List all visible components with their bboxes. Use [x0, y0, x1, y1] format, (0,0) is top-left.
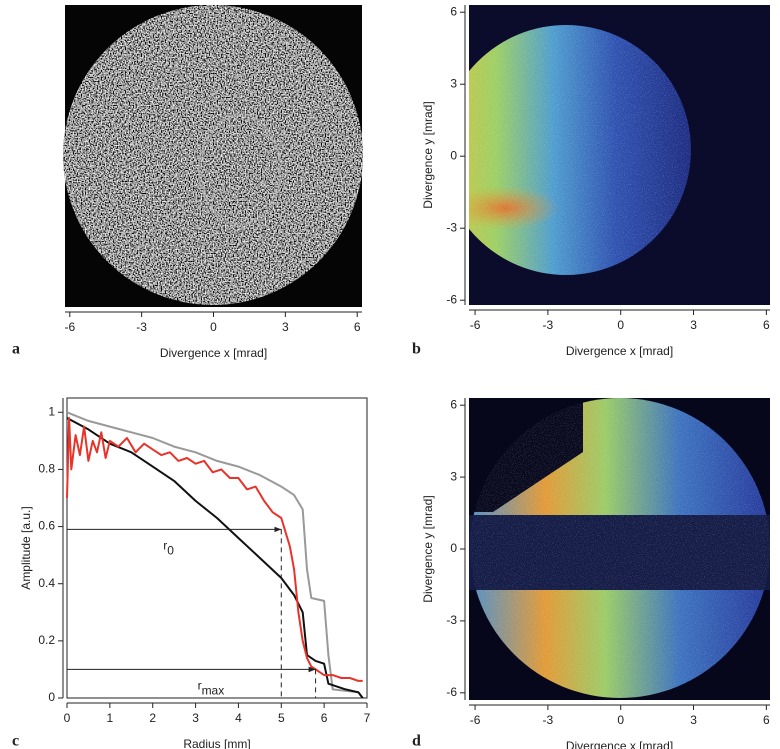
panel-letter: b — [412, 341, 421, 358]
y-tick-label: 0 — [450, 541, 457, 555]
x-tick-label: -3 — [543, 318, 554, 332]
x-tick-label: 1 — [107, 711, 114, 725]
line — [66, 417, 364, 699]
image-b — [469, 5, 770, 305]
x-axis-label: Radius [mm] — [183, 737, 250, 749]
x-tick-label: 4 — [235, 711, 242, 725]
y-axis-label: Amplitude [a.u.] — [19, 506, 33, 589]
y-axis-label: Divergence y [mrad] — [421, 101, 435, 208]
annotation-subscript: max — [202, 684, 225, 698]
x-tick-label: -3 — [543, 713, 554, 727]
y-tick-label: 6 — [450, 4, 457, 18]
y-tick-label: 0.2 — [38, 633, 55, 647]
image-a — [63, 5, 363, 307]
panel-letter: a — [12, 341, 20, 358]
y-tick-label: -3 — [446, 613, 457, 627]
x-tick-label: 6 — [763, 318, 770, 332]
annotation: r0 — [163, 539, 174, 558]
annotation-label: r — [198, 679, 202, 693]
x-tick-label: 0 — [210, 320, 217, 334]
x-tick-label: -6 — [470, 713, 481, 727]
y-tick-label: 0 — [48, 690, 55, 704]
x-tick-label: 0 — [617, 318, 624, 332]
plot-frame — [66, 397, 368, 699]
x-tick-label: 6 — [321, 711, 328, 725]
y-tick-label: 0.4 — [38, 576, 55, 590]
x-axis-label: Divergence x [mrad] — [566, 739, 673, 749]
x-tick-label: 3 — [282, 320, 289, 334]
panel-letter: d — [412, 733, 421, 749]
x-tick-label: 3 — [690, 318, 697, 332]
y-tick-label: 0.6 — [38, 519, 55, 533]
x-tick-label: 3 — [192, 711, 199, 725]
y-tick-label: 6 — [450, 397, 457, 411]
y-tick-label: -3 — [446, 220, 457, 234]
x-tick-label: -6 — [64, 320, 75, 334]
line — [66, 417, 363, 682]
panel-letter: c — [12, 733, 19, 749]
annotation-subscript: 0 — [167, 544, 174, 558]
x-tick-label: -3 — [136, 320, 147, 334]
x-tick-label: 5 — [278, 711, 285, 725]
y-tick-label: 0.8 — [38, 462, 55, 476]
x-axis-label: Divergence x [mrad] — [566, 344, 673, 358]
y-tick-label: -6 — [446, 685, 457, 699]
x-tick-label: 3 — [690, 713, 697, 727]
y-tick-label: 1 — [48, 404, 55, 418]
x-tick-label: 6 — [354, 320, 361, 334]
y-tick-label: 3 — [450, 76, 457, 90]
image-d — [469, 398, 770, 700]
annotation: rmax — [198, 679, 225, 698]
x-tick-label: 0 — [617, 713, 624, 727]
x-axis-label: Divergence x [mrad] — [160, 346, 267, 360]
x-tick-label: 6 — [763, 713, 770, 727]
y-tick-label: 3 — [450, 469, 457, 483]
x-tick-label: 7 — [364, 711, 371, 725]
x-tick-label: 0 — [64, 711, 71, 725]
y-tick-label: -6 — [446, 292, 457, 306]
x-tick-label: -6 — [470, 318, 481, 332]
annotation-label: r — [163, 539, 167, 553]
y-axis-label: Divergence y [mrad] — [421, 495, 435, 602]
x-tick-label: 2 — [149, 711, 156, 725]
y-tick-label: 0 — [450, 148, 457, 162]
line — [66, 411, 364, 699]
